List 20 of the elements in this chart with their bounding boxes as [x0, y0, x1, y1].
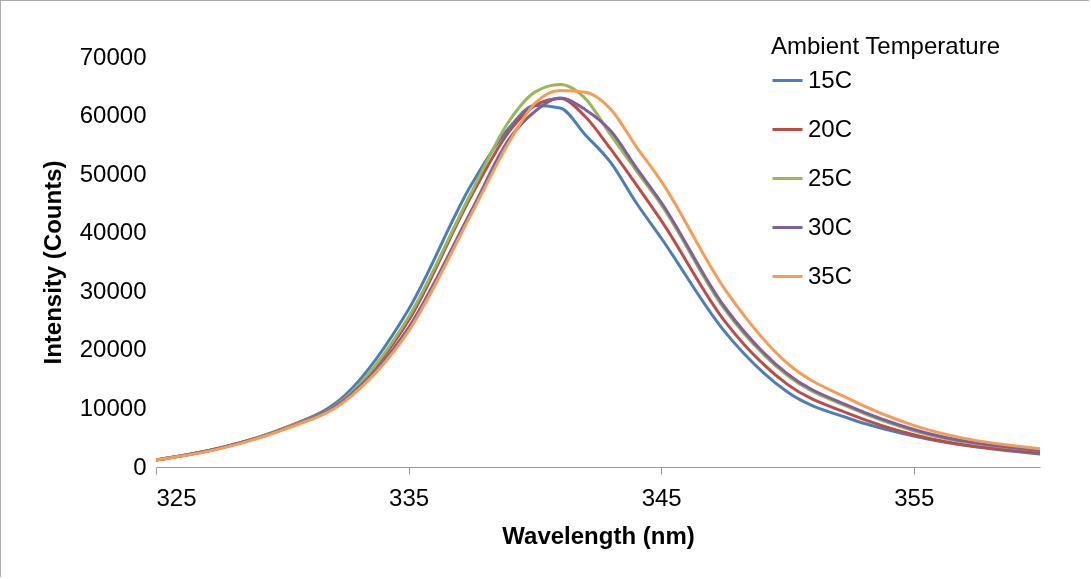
x-tick-label: 355 — [894, 483, 935, 511]
legend-label: 35C — [808, 261, 853, 289]
y-tick-label: 0 — [133, 452, 147, 480]
y-tick-label: 50000 — [79, 159, 147, 187]
y-tick-label: 30000 — [79, 276, 147, 304]
y-tick-label: 60000 — [79, 101, 147, 129]
y-tick-label: 70000 — [79, 42, 147, 70]
legend-label: 15C — [808, 65, 853, 93]
x-axis-title: Wavelength (nm) — [502, 521, 695, 549]
y-tick-label: 20000 — [79, 335, 147, 363]
y-tick-label: 40000 — [79, 218, 147, 246]
legend-label: 20C — [808, 114, 853, 142]
x-tick-label: 325 — [156, 483, 197, 511]
x-tick-label: 345 — [641, 483, 682, 511]
legend-title: Ambient Temperature — [771, 32, 1001, 59]
legend-label: 30C — [808, 212, 853, 240]
y-tick-label: 10000 — [79, 393, 147, 421]
x-tick-label: 335 — [389, 483, 430, 511]
y-axis-title: Intensity (Counts) — [38, 160, 66, 365]
legend-label: 25C — [808, 163, 853, 191]
